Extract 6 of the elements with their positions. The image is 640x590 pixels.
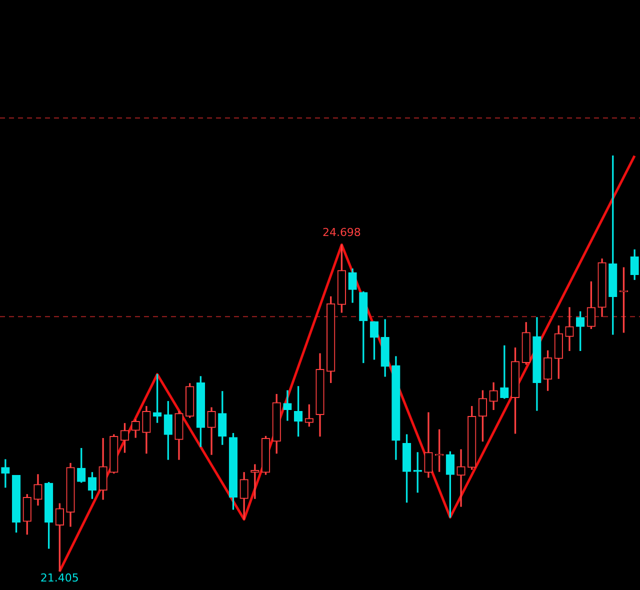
candlestick [565,307,574,352]
candlestick [283,390,292,421]
candlestick [1,459,10,488]
annotation: 24.698 [322,226,361,240]
annotation: 21.405 [40,572,79,585]
candlestick [456,449,466,507]
